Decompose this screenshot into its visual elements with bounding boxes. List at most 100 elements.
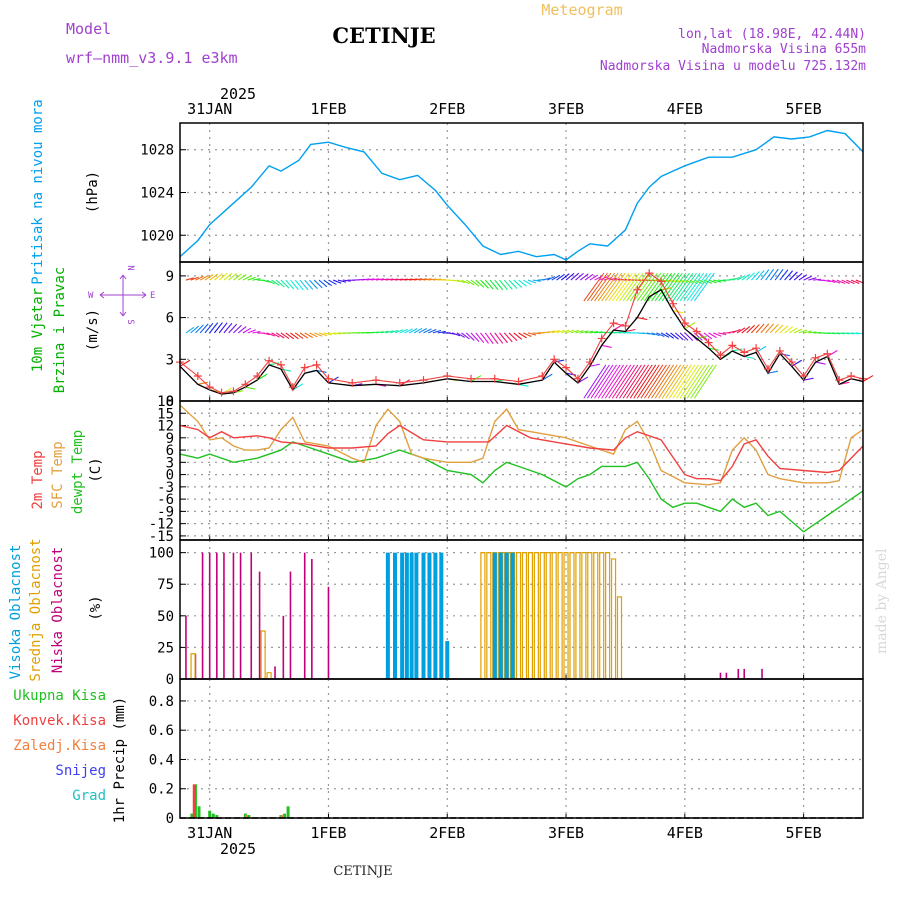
wind-barb-1-28	[318, 332, 328, 337]
wind-barb-0-132	[813, 278, 822, 281]
top-day-labels: 31JAN 1FEB 2FEB 3FEB 4FEB 5FEB	[187, 100, 822, 118]
wind-barb-1-51	[428, 328, 437, 334]
wind-fan-low-384	[665, 364, 689, 399]
mid-cloud-bar-26	[616, 596, 623, 679]
pressure-ytick-label-1: 1024	[140, 186, 174, 202]
pressure-panel: 1020 1024 1028	[140, 122, 864, 263]
wind-vector-6	[256, 373, 268, 381]
gust-marker-24	[573, 374, 582, 383]
wind-barb-0-84	[584, 273, 594, 281]
precip-bar-0-10	[286, 806, 290, 818]
precip-bar-0-7	[247, 815, 251, 818]
top-day-3: 3FEB	[548, 100, 584, 118]
wind-barb-1-71	[523, 332, 532, 337]
wind-barb-1-67	[503, 332, 513, 343]
temp-ylabel-3: dewpt Temp	[70, 430, 86, 514]
wind-barb-1-29	[323, 332, 332, 336]
wind-fan-low-327	[597, 364, 621, 399]
wind-barb-0-59	[465, 279, 475, 286]
mid-cloud-bar-15	[551, 552, 557, 679]
wind-barb-0-52	[432, 278, 442, 281]
wind-barb-0-116	[736, 275, 746, 281]
wind-barb-1-61	[475, 332, 485, 344]
wind-barb-0-12	[242, 275, 252, 281]
wind-barb-1-125	[779, 325, 789, 334]
wind-barb-1-126	[784, 326, 793, 334]
wind-barb-0-18	[271, 279, 280, 286]
mid-cloud-bar-18	[569, 552, 575, 679]
wind-barb-1-43	[390, 329, 399, 334]
wind-barb-0-126	[784, 270, 794, 281]
wind-fan-high-393	[676, 272, 697, 302]
gust-marker-40	[763, 365, 772, 374]
wind-barb-1-138	[841, 332, 850, 335]
precip-ytick-label-1: 0.2	[149, 782, 174, 798]
wind-barb-0-33	[342, 279, 351, 282]
wind-barb-1-99	[656, 332, 665, 337]
high-cloud-bar-11	[492, 552, 497, 679]
model-label: Model	[66, 20, 111, 38]
temperature-ytick-label-0: -15	[149, 529, 174, 545]
compass-legend: N S W E	[88, 265, 155, 324]
pressure-unit: (hPa)	[85, 171, 101, 213]
wind-vector-33	[684, 322, 696, 330]
high-cloud-bar-12	[498, 552, 503, 679]
gust-marker-7	[265, 356, 274, 365]
mid-cloud-bar-1	[260, 630, 266, 679]
wind-barb-1-64	[489, 332, 499, 345]
mid-cloud-bar-3	[480, 552, 486, 679]
wind-ytick-label-3: 9	[166, 269, 174, 285]
wind-barb-1-110	[708, 332, 717, 339]
temp2m-line	[179, 424, 864, 482]
high-cloud-bar-9	[439, 552, 444, 679]
wind-barb-1-78	[556, 329, 565, 334]
high-cloud-bar-2	[400, 552, 405, 679]
wind-vector-37	[732, 348, 743, 352]
wind-panel: 0 3 6 9	[166, 261, 874, 410]
cloud-ylabel-1: Visoka Oblacnost	[8, 545, 24, 680]
precip-ytick-label-2: 0.4	[149, 752, 174, 768]
wind-barb-1-47	[408, 328, 418, 334]
wind-fan-high-390	[672, 272, 694, 302]
wind-barb-0-37	[361, 278, 370, 281]
wind-barb-0-47	[409, 278, 418, 281]
wind-barb-1-137	[836, 332, 845, 335]
wind-barb-0-24	[299, 279, 309, 291]
wind-barb-0-17	[266, 279, 275, 285]
compass-n: N	[125, 265, 135, 270]
wind-vector-25	[589, 363, 600, 367]
wind-barb-1-44	[394, 329, 404, 334]
wind-fan-low-408	[693, 364, 717, 399]
footer-station: CETINJE	[333, 864, 392, 879]
mid-cloud-bar-13	[539, 552, 545, 679]
wind-barb-0-8	[223, 272, 233, 281]
wind-barb-1-63	[484, 332, 494, 345]
gust-marker-19	[490, 374, 499, 383]
mid-cloud-bar-23	[599, 552, 605, 679]
wind-barb-1-109	[703, 332, 713, 340]
gust-marker-25	[585, 358, 594, 367]
high-cloud-bar-10	[445, 641, 450, 679]
wind-fan-high-396	[679, 272, 701, 302]
wind-barb-0-48	[413, 278, 423, 281]
wind-barb-0-13	[247, 276, 256, 281]
temperature-ytick-label-5: 0	[166, 468, 174, 484]
wind-barb-1-8	[223, 322, 233, 334]
mid-cloud-bar-14	[545, 552, 551, 679]
mid-cloud-bar-17	[563, 552, 569, 679]
precip-ytick-label-3: 0.6	[149, 723, 174, 739]
wind-vector-40	[767, 370, 779, 374]
wind-barb-1-10	[233, 324, 242, 334]
wind-barb-0-57	[456, 279, 465, 284]
cloud-unit: (%)	[88, 595, 104, 620]
gust-marker-27	[609, 319, 618, 328]
wind-fan-high-408	[693, 272, 715, 302]
precip-ylabel: 1hr Precip (mm)	[112, 697, 128, 823]
wind-barb-0-110	[708, 279, 717, 284]
gust-marker-28	[621, 321, 630, 330]
wind-fan-low-393	[676, 364, 699, 399]
high-cloud-bar-1	[392, 552, 397, 679]
wind-barb-1-6	[214, 322, 223, 334]
bottom-day-5: 5FEB	[786, 824, 822, 842]
